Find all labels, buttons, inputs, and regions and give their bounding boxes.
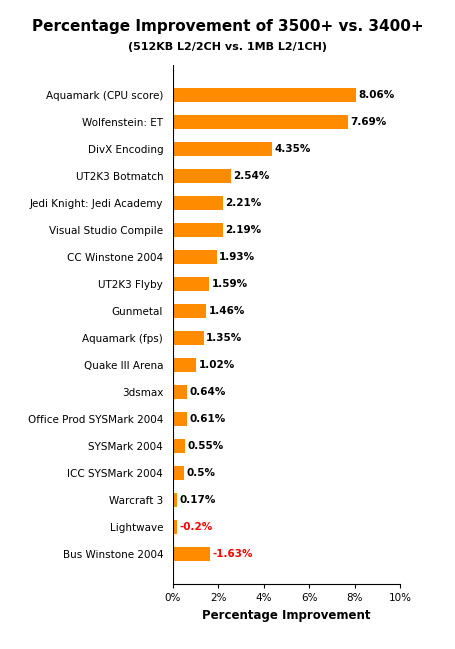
Text: 2.21%: 2.21%	[226, 198, 262, 208]
Text: 2.54%: 2.54%	[233, 171, 269, 181]
Text: 1.59%: 1.59%	[212, 279, 248, 289]
X-axis label: Percentage Improvement: Percentage Improvement	[202, 609, 371, 622]
Text: -1.63%: -1.63%	[212, 549, 253, 559]
Bar	[173, 386, 187, 398]
Text: 7.69%: 7.69%	[350, 117, 386, 127]
Text: 0.17%: 0.17%	[179, 495, 215, 505]
Text: Percentage Improvement of 3500+ vs. 3400+: Percentage Improvement of 3500+ vs. 3400…	[32, 19, 423, 34]
Bar	[173, 412, 187, 426]
Text: 0.61%: 0.61%	[189, 414, 225, 424]
Text: 0.5%: 0.5%	[187, 468, 216, 478]
Bar	[173, 304, 206, 318]
Text: (512KB L2/2CH vs. 1MB L2/1CH): (512KB L2/2CH vs. 1MB L2/1CH)	[128, 42, 327, 52]
Text: -0.2%: -0.2%	[180, 522, 213, 532]
Bar	[173, 439, 186, 452]
Text: 0.64%: 0.64%	[190, 387, 226, 397]
Bar	[173, 169, 231, 183]
Text: 1.02%: 1.02%	[198, 360, 235, 370]
Bar	[173, 547, 210, 561]
Text: 0.55%: 0.55%	[187, 441, 224, 451]
Bar	[173, 520, 177, 533]
Bar	[173, 358, 196, 372]
Text: 8.06%: 8.06%	[359, 90, 395, 100]
Text: 2.19%: 2.19%	[225, 225, 261, 235]
Text: 1.93%: 1.93%	[219, 252, 255, 262]
Bar	[173, 116, 348, 129]
Bar	[173, 197, 223, 210]
Bar	[173, 466, 184, 480]
Bar	[173, 277, 209, 291]
Text: 4.35%: 4.35%	[274, 144, 310, 154]
Bar	[173, 223, 223, 237]
Bar	[173, 251, 217, 263]
Bar	[173, 331, 204, 345]
Text: 1.46%: 1.46%	[208, 306, 245, 316]
Bar	[173, 142, 272, 156]
Text: 1.35%: 1.35%	[206, 333, 242, 343]
Bar	[173, 493, 177, 507]
Bar	[173, 88, 356, 102]
